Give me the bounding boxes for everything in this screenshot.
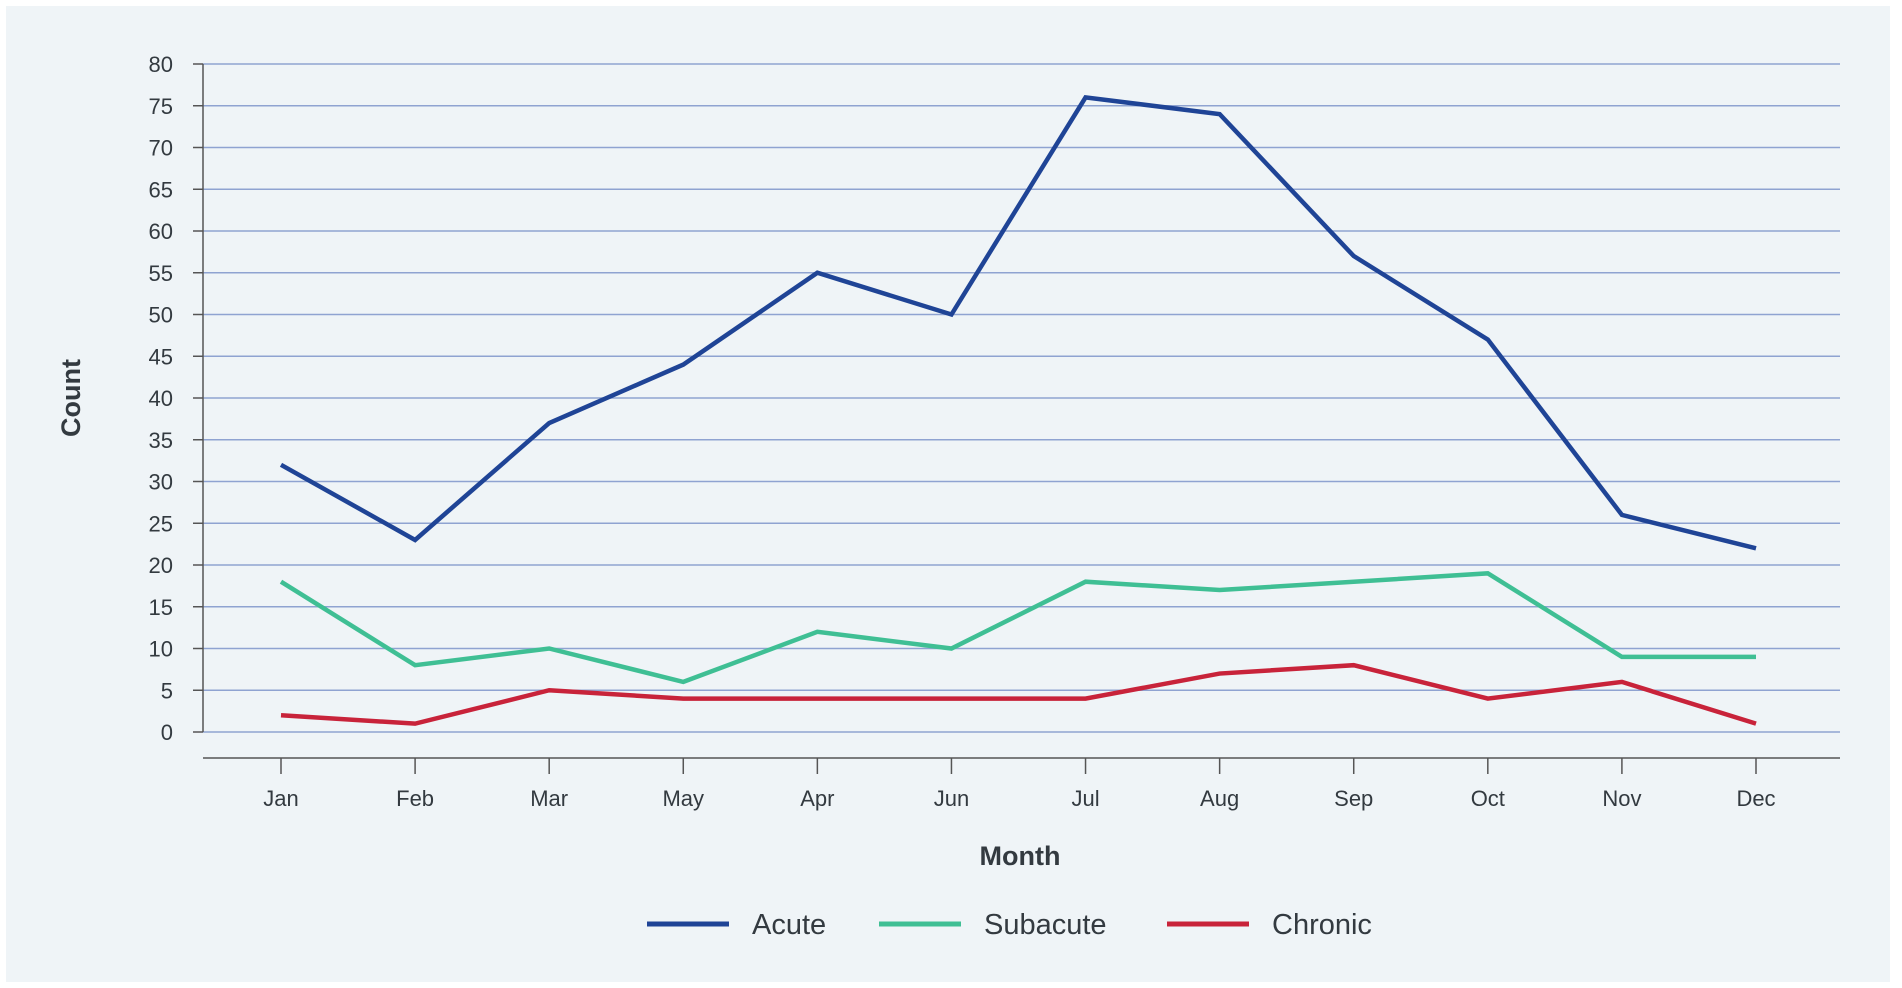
- y-tick-label: 60: [149, 219, 173, 244]
- legend-item-chronic: Chronic: [1167, 909, 1372, 941]
- x-tick-label: Nov: [1602, 786, 1641, 811]
- chart-background: [6, 6, 1890, 982]
- x-axis-title: Month: [980, 841, 1061, 871]
- gridlines: [203, 63, 1840, 733]
- y-tick-label: 10: [149, 637, 173, 662]
- x-tick-label: Aug: [1200, 786, 1239, 811]
- y-tick-label: 65: [149, 177, 173, 202]
- x-tick-label: Jun: [934, 786, 969, 811]
- x-tick-label: Sep: [1334, 786, 1373, 811]
- legend-label: Acute: [752, 909, 826, 941]
- y-tick-label: 40: [149, 386, 173, 411]
- legend-label: Chronic: [1272, 909, 1372, 941]
- y-axis-title: Count: [56, 359, 86, 437]
- legend-item-subacute: Subacute: [879, 909, 1107, 941]
- series-line-subacute: [279, 571, 1756, 685]
- x-tick-label: Feb: [396, 786, 434, 811]
- y-tick-label: 75: [149, 94, 173, 119]
- y-tick-label: 55: [149, 261, 173, 286]
- legend: Acute Subacute Chronic: [647, 909, 1372, 941]
- y-tick-label: 15: [149, 595, 173, 620]
- series-lines: [279, 94, 1757, 726]
- y-tick-label: 50: [149, 303, 173, 328]
- y-axis-ticks: 0 5 10 15 20 25 30 35 40 45 50 55 60 65 70 75 80: [149, 52, 203, 745]
- x-tick-label: Oct: [1471, 786, 1505, 811]
- y-tick-label: 45: [149, 344, 173, 369]
- y-tick-label: 5: [161, 678, 173, 703]
- y-tick-label: 70: [149, 136, 173, 161]
- y-tick-label: 20: [149, 553, 173, 578]
- y-tick-label: 80: [149, 52, 173, 77]
- series-line-chronic: [280, 662, 1757, 726]
- y-tick-label: 35: [149, 428, 173, 453]
- x-tick-label: Apr: [800, 786, 834, 811]
- x-tick-label: Jul: [1071, 786, 1099, 811]
- legend-item-acute: Acute: [647, 909, 826, 941]
- x-tick-label: May: [662, 786, 704, 811]
- y-tick-label: 25: [149, 511, 173, 536]
- x-tick-label: Dec: [1736, 786, 1775, 811]
- x-tick-label: Mar: [530, 786, 568, 811]
- x-axis-ticks: Jan Feb Mar May Apr Jun Jul Aug Sep Oct Nov Dec: [263, 758, 1776, 811]
- series-line-acute: [279, 94, 1757, 551]
- x-tick-label: Jan: [263, 786, 298, 811]
- y-tick-label: 30: [149, 470, 173, 495]
- y-tick-label: 0: [161, 720, 173, 745]
- legend-label: Subacute: [984, 909, 1107, 941]
